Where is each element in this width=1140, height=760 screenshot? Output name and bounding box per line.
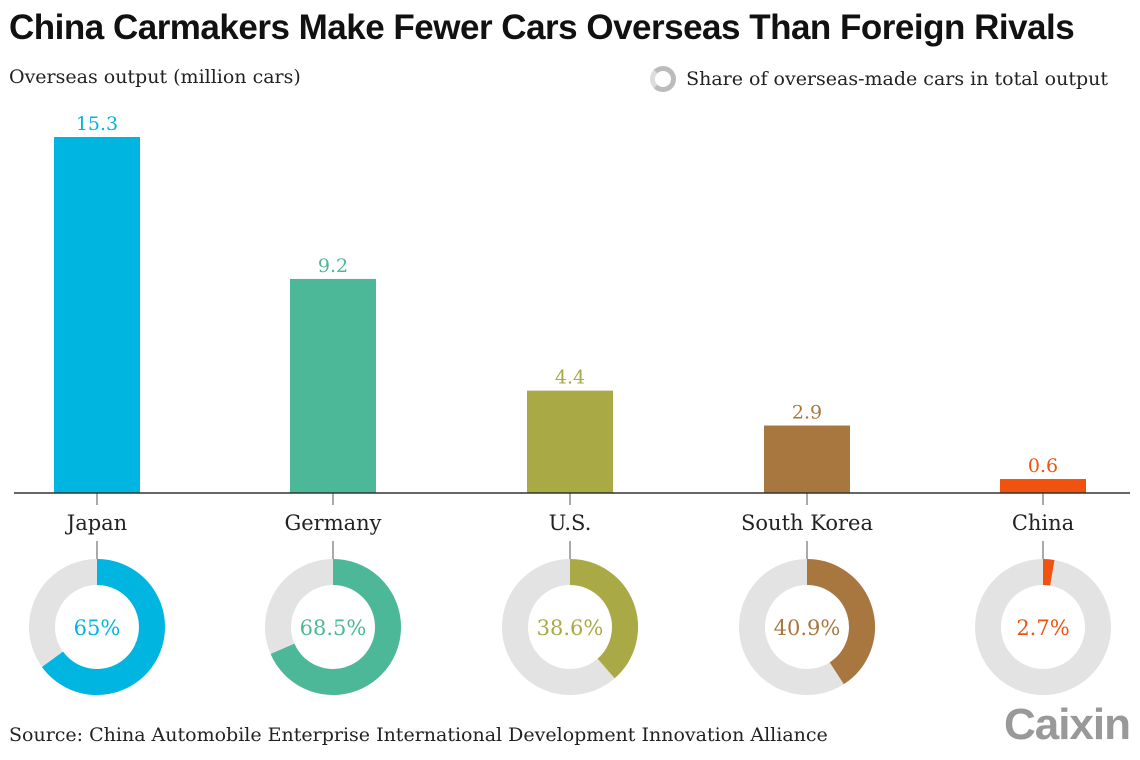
donut-arc: [270, 559, 401, 695]
donut-value-label: 40.9%: [774, 616, 841, 640]
bar-value-label: 9.2: [318, 255, 348, 277]
donut-value-label: 2.7%: [1016, 616, 1069, 640]
bar-0: [54, 137, 140, 493]
bar-value-label: 4.4: [555, 367, 585, 389]
legend-label: Share of overseas-made cars in total out…: [686, 68, 1108, 90]
category-label: South Korea: [741, 511, 873, 535]
category-label: U.S.: [549, 511, 592, 535]
donut-value-label: 38.6%: [537, 616, 604, 640]
donut-arc: [569, 559, 638, 679]
bar-value-label: 15.3: [76, 113, 118, 135]
donut-arc: [1042, 559, 1055, 586]
source-note: Source: China Automobile Enterprise Inte…: [9, 724, 828, 746]
bar-4: [1000, 479, 1086, 493]
bar-value-label: 0.6: [1028, 455, 1058, 477]
bar-2: [527, 390, 613, 493]
bar-1: [290, 278, 376, 493]
category-label: China: [1012, 511, 1074, 535]
y-axis-label: Overseas output (million cars): [9, 66, 301, 88]
donut-value-label: 68.5%: [300, 616, 367, 640]
donut-arc: [806, 559, 875, 685]
bar-value-label: 2.9: [792, 402, 822, 424]
category-label: Japan: [65, 511, 127, 535]
caixin-logo: Caixin: [1003, 700, 1131, 749]
category-label: Germany: [284, 511, 381, 535]
chart-title: China Carmakers Make Fewer Cars Overseas…: [9, 8, 1075, 47]
bar-3: [764, 425, 850, 493]
donut-arc: [42, 559, 165, 695]
donut-value-label: 65%: [74, 616, 121, 640]
legend: Share of overseas-made cars in total out…: [650, 66, 1108, 92]
donut-legend-icon: [650, 66, 677, 92]
